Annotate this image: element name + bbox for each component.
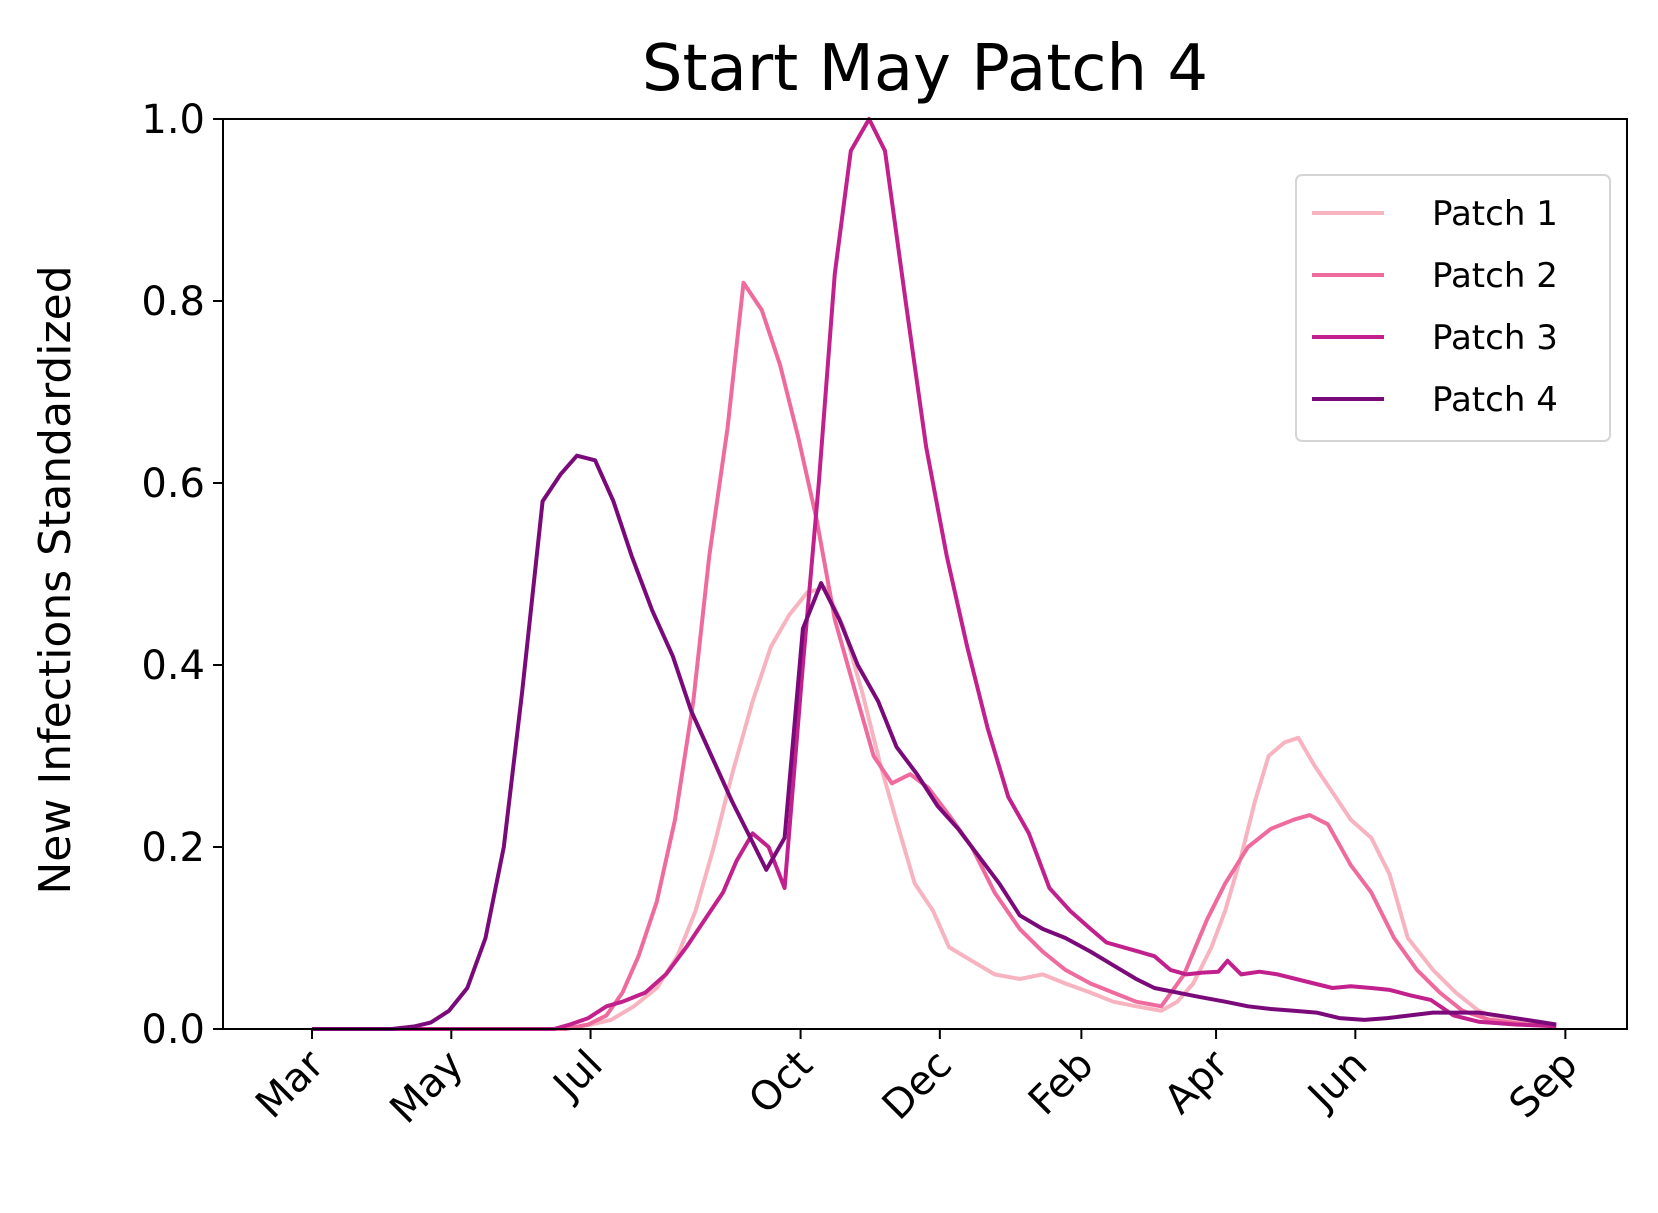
- legend: Patch 1 Patch 2 Patch 3 Patch 4: [1295, 174, 1611, 442]
- y-axis-label: New Infections Standardized: [30, 265, 81, 894]
- y-tick-label: 0.8: [141, 279, 205, 325]
- y-tick-label: 0.0: [141, 1007, 205, 1053]
- legend-label: Patch 1: [1432, 194, 1558, 234]
- chart-title: Start May Patch 4: [642, 32, 1208, 106]
- series-line-4: [312, 453, 1557, 1031]
- y-tick-label: 0.6: [141, 461, 205, 507]
- y-tick-label: 0.4: [141, 643, 205, 689]
- legend-box: [1295, 174, 1611, 442]
- series-lines: [312, 117, 1557, 1031]
- legend-label: Patch 2: [1432, 256, 1558, 296]
- plot-frame: [222, 118, 1628, 1030]
- series-line-3: [312, 117, 1557, 1031]
- legend-label: Patch 3: [1432, 318, 1558, 358]
- y-tick-label: 1.0: [141, 97, 205, 143]
- y-tick-label: 0.2: [141, 825, 205, 871]
- legend-label: Patch 4: [1432, 380, 1558, 420]
